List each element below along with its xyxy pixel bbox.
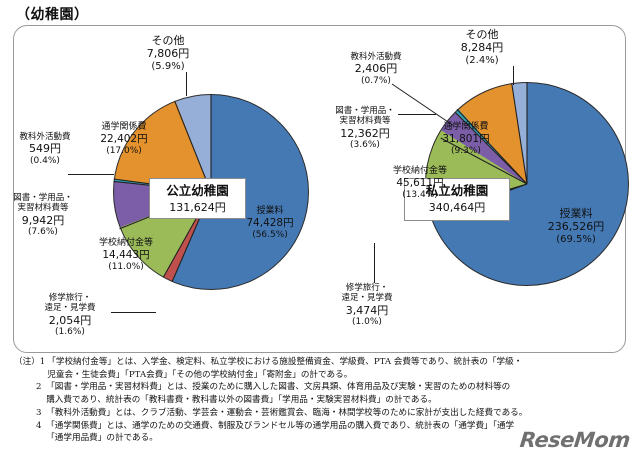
private-label-extracurricular: 教科外活動費 2,406円 (0.7%)	[336, 52, 416, 87]
private-extracurricular-name: 教科外活動費	[350, 52, 402, 62]
public-commute-name: 通学関係費	[101, 122, 147, 132]
public-trips-percent: (1.6%)	[55, 327, 85, 338]
note-number: 3	[36, 407, 42, 418]
public-extracurricular-value: 549円	[29, 142, 61, 156]
public-other-leader-line	[186, 72, 187, 96]
note-line: 「教科外活動費」とは、クラブ活動、学芸会・運動会・芸術鑑賞会、臨海・林間学校等の…	[46, 407, 528, 418]
public-materials-name-line1: 図書・学用品・	[13, 193, 73, 203]
note-item: （注）1 「学校納付金等」とは、入学金、検定料、私立学校における施設整備資金、学…	[14, 356, 630, 381]
public-center-callout: 公立幼稚園 131,624円	[149, 178, 246, 219]
note-number: 2	[36, 382, 42, 393]
public-materials-value: 9,942円	[21, 213, 65, 227]
private-label-materials: 図書・学用品・ 実習材料費等 12,362円 (3.6%)	[322, 106, 408, 151]
public-label-tuition: 授業料 74,428円 (56.5%)	[230, 206, 310, 241]
private-extracurricular-value: 2,406円	[354, 62, 398, 76]
page-title: （幼稚園）	[16, 7, 89, 23]
public-label-other: その他 7,806円 (5.9%)	[128, 34, 208, 73]
public-label-materials: 図書・学用品・ 実習材料費等 9,942円 (7.6%)	[2, 193, 84, 238]
private-label-school-fees: 学校納付金等 45,611円 (13.4%)	[378, 166, 462, 201]
public-extracurricular-percent: (0.4%)	[30, 155, 60, 166]
public-school-fees-name: 学校納付金等	[98, 238, 153, 248]
public-other-name: その他	[151, 34, 185, 47]
public-label-commute: 通学関係費 22,402円 (17.0%)	[83, 122, 165, 157]
note-item: 2 「図書・学用品・実習材料費」とは、授業のために購入した図書、文房具類、体育用…	[14, 381, 630, 406]
note-line: 「通学用品費」の計である。	[46, 433, 158, 444]
public-label-school-fees: 学校納付金等 14,443円 (11.0%)	[86, 238, 166, 273]
public-tuition-value: 74,428円	[246, 216, 294, 229]
private-materials-name-line1: 図書・学用品・	[335, 106, 395, 116]
private-commute-percent: (9.3%)	[451, 145, 481, 156]
private-materials-percent: (3.6%)	[350, 140, 380, 151]
public-school-fees-value: 14,443円	[102, 248, 150, 261]
private-trips-name-line1: 修学旅行・	[345, 283, 389, 293]
private-trips-leader-line	[374, 243, 375, 283]
public-materials-percent: (7.6%)	[28, 227, 58, 238]
note-line: 「通学関係費」とは、通学のための交通費、制服及びランドセル等の通学用品の購入費で…	[46, 420, 515, 431]
note-line: 購入費であり、統計表の「教科書費・教科書以外の図書費」「学用品・実験実習材料費」…	[46, 395, 437, 406]
notes-prefix: （注）	[14, 357, 40, 367]
private-trips-name-line2: 遠足・見学費	[341, 293, 393, 304]
private-materials-leader-line	[398, 114, 436, 115]
note-line: 児童会・生徒会費」「PTA会費」「その他の学校納付金」「寄附金」の計である。	[47, 369, 353, 380]
note-number: 1	[39, 357, 46, 367]
public-extracurricular-name: 教科外活動費	[19, 132, 71, 142]
public-center-title: 公立幼稚園	[166, 183, 229, 198]
private-label-commute: 通学関係費 31,801円 (9.3%)	[425, 122, 507, 157]
private-other-value: 8,284円	[460, 41, 504, 55]
public-trips-leader-line	[111, 312, 156, 313]
private-center-callout: 私立幼稚園 340,464円	[404, 178, 510, 221]
private-extracurricular-percent: (0.7%)	[361, 75, 391, 86]
private-center-total: 340,464円	[428, 200, 486, 214]
private-commute-name: 通学関係費	[443, 122, 489, 132]
public-trips-name-line2: 遠足・見学費	[44, 303, 96, 314]
private-center-title: 私立幼稚園	[425, 183, 489, 198]
public-extracurricular-leader-line	[68, 174, 114, 175]
private-label-trips: 修学旅行・ 遠足・見学費 3,474円 (1.0%)	[325, 283, 409, 328]
private-school-fees-value: 45,611円	[396, 176, 444, 189]
public-tuition-percent: (56.5%)	[252, 229, 288, 240]
public-center-total: 131,624円	[169, 200, 226, 214]
public-commute-percent: (17.0%)	[106, 145, 142, 156]
private-materials-value: 12,362円	[340, 126, 390, 140]
private-school-fees-percent: (13.4%)	[402, 189, 438, 200]
note-item: 3 「教科外活動費」とは、クラブ活動、学芸会・運動会・芸術鑑賞会、臨海・林間学校…	[14, 407, 630, 420]
public-materials-name-line2: 実習材料費等	[17, 203, 69, 214]
public-tuition-name: 授業料	[256, 206, 284, 216]
private-tuition-name: 授業料	[559, 207, 593, 220]
private-trips-percent: (1.0%)	[352, 317, 382, 328]
private-other-leader-line	[513, 66, 514, 85]
note-number: 4	[36, 420, 42, 431]
public-label-extracurricular: 教科外活動費 549円 (0.4%)	[6, 132, 84, 167]
public-label-trips: 修学旅行・ 遠足・見学費 2,054円 (1.6%)	[27, 293, 113, 338]
private-school-fees-name: 学校納付金等	[392, 166, 447, 176]
note-item: 4 「通学関係費」とは、通学のための交通費、制服及びランドセル等の通学用品の購入…	[14, 420, 630, 445]
public-trips-value: 2,054円	[48, 313, 92, 327]
private-tuition-value: 236,526円	[547, 220, 605, 234]
private-tuition-percent: (69.5%)	[556, 233, 596, 245]
private-extracurricular-leader-line	[391, 83, 455, 127]
private-label-tuition: 授業料 236,526円 (69.5%)	[531, 207, 621, 246]
private-label-other: その他 8,284円 (2.4%)	[442, 28, 522, 67]
private-other-name: その他	[465, 28, 499, 41]
public-other-percent: (5.9%)	[151, 60, 185, 72]
private-other-percent: (2.4%)	[465, 54, 499, 66]
private-materials-name-line2: 実習材料費等	[339, 116, 391, 127]
public-other-value: 7,806円	[146, 47, 190, 61]
note-line: 「学校納付金等」とは、入学金、検定料、私立学校における施設整備資金、学級費、PT…	[47, 357, 523, 367]
public-school-fees-percent: (11.0%)	[108, 261, 144, 272]
note-line: 「図書・学用品・実習材料費」とは、授業のために購入した図書、文房具類、体育用品及…	[46, 382, 511, 393]
private-commute-value: 31,801円	[442, 132, 490, 145]
notes-block: （注）1 「学校納付金等」とは、入学金、検定料、私立学校における施設整備資金、学…	[14, 356, 630, 445]
private-trips-value: 3,474円	[345, 303, 389, 317]
public-trips-name-line1: 修学旅行・	[48, 293, 92, 303]
public-commute-value: 22,402円	[100, 132, 148, 145]
